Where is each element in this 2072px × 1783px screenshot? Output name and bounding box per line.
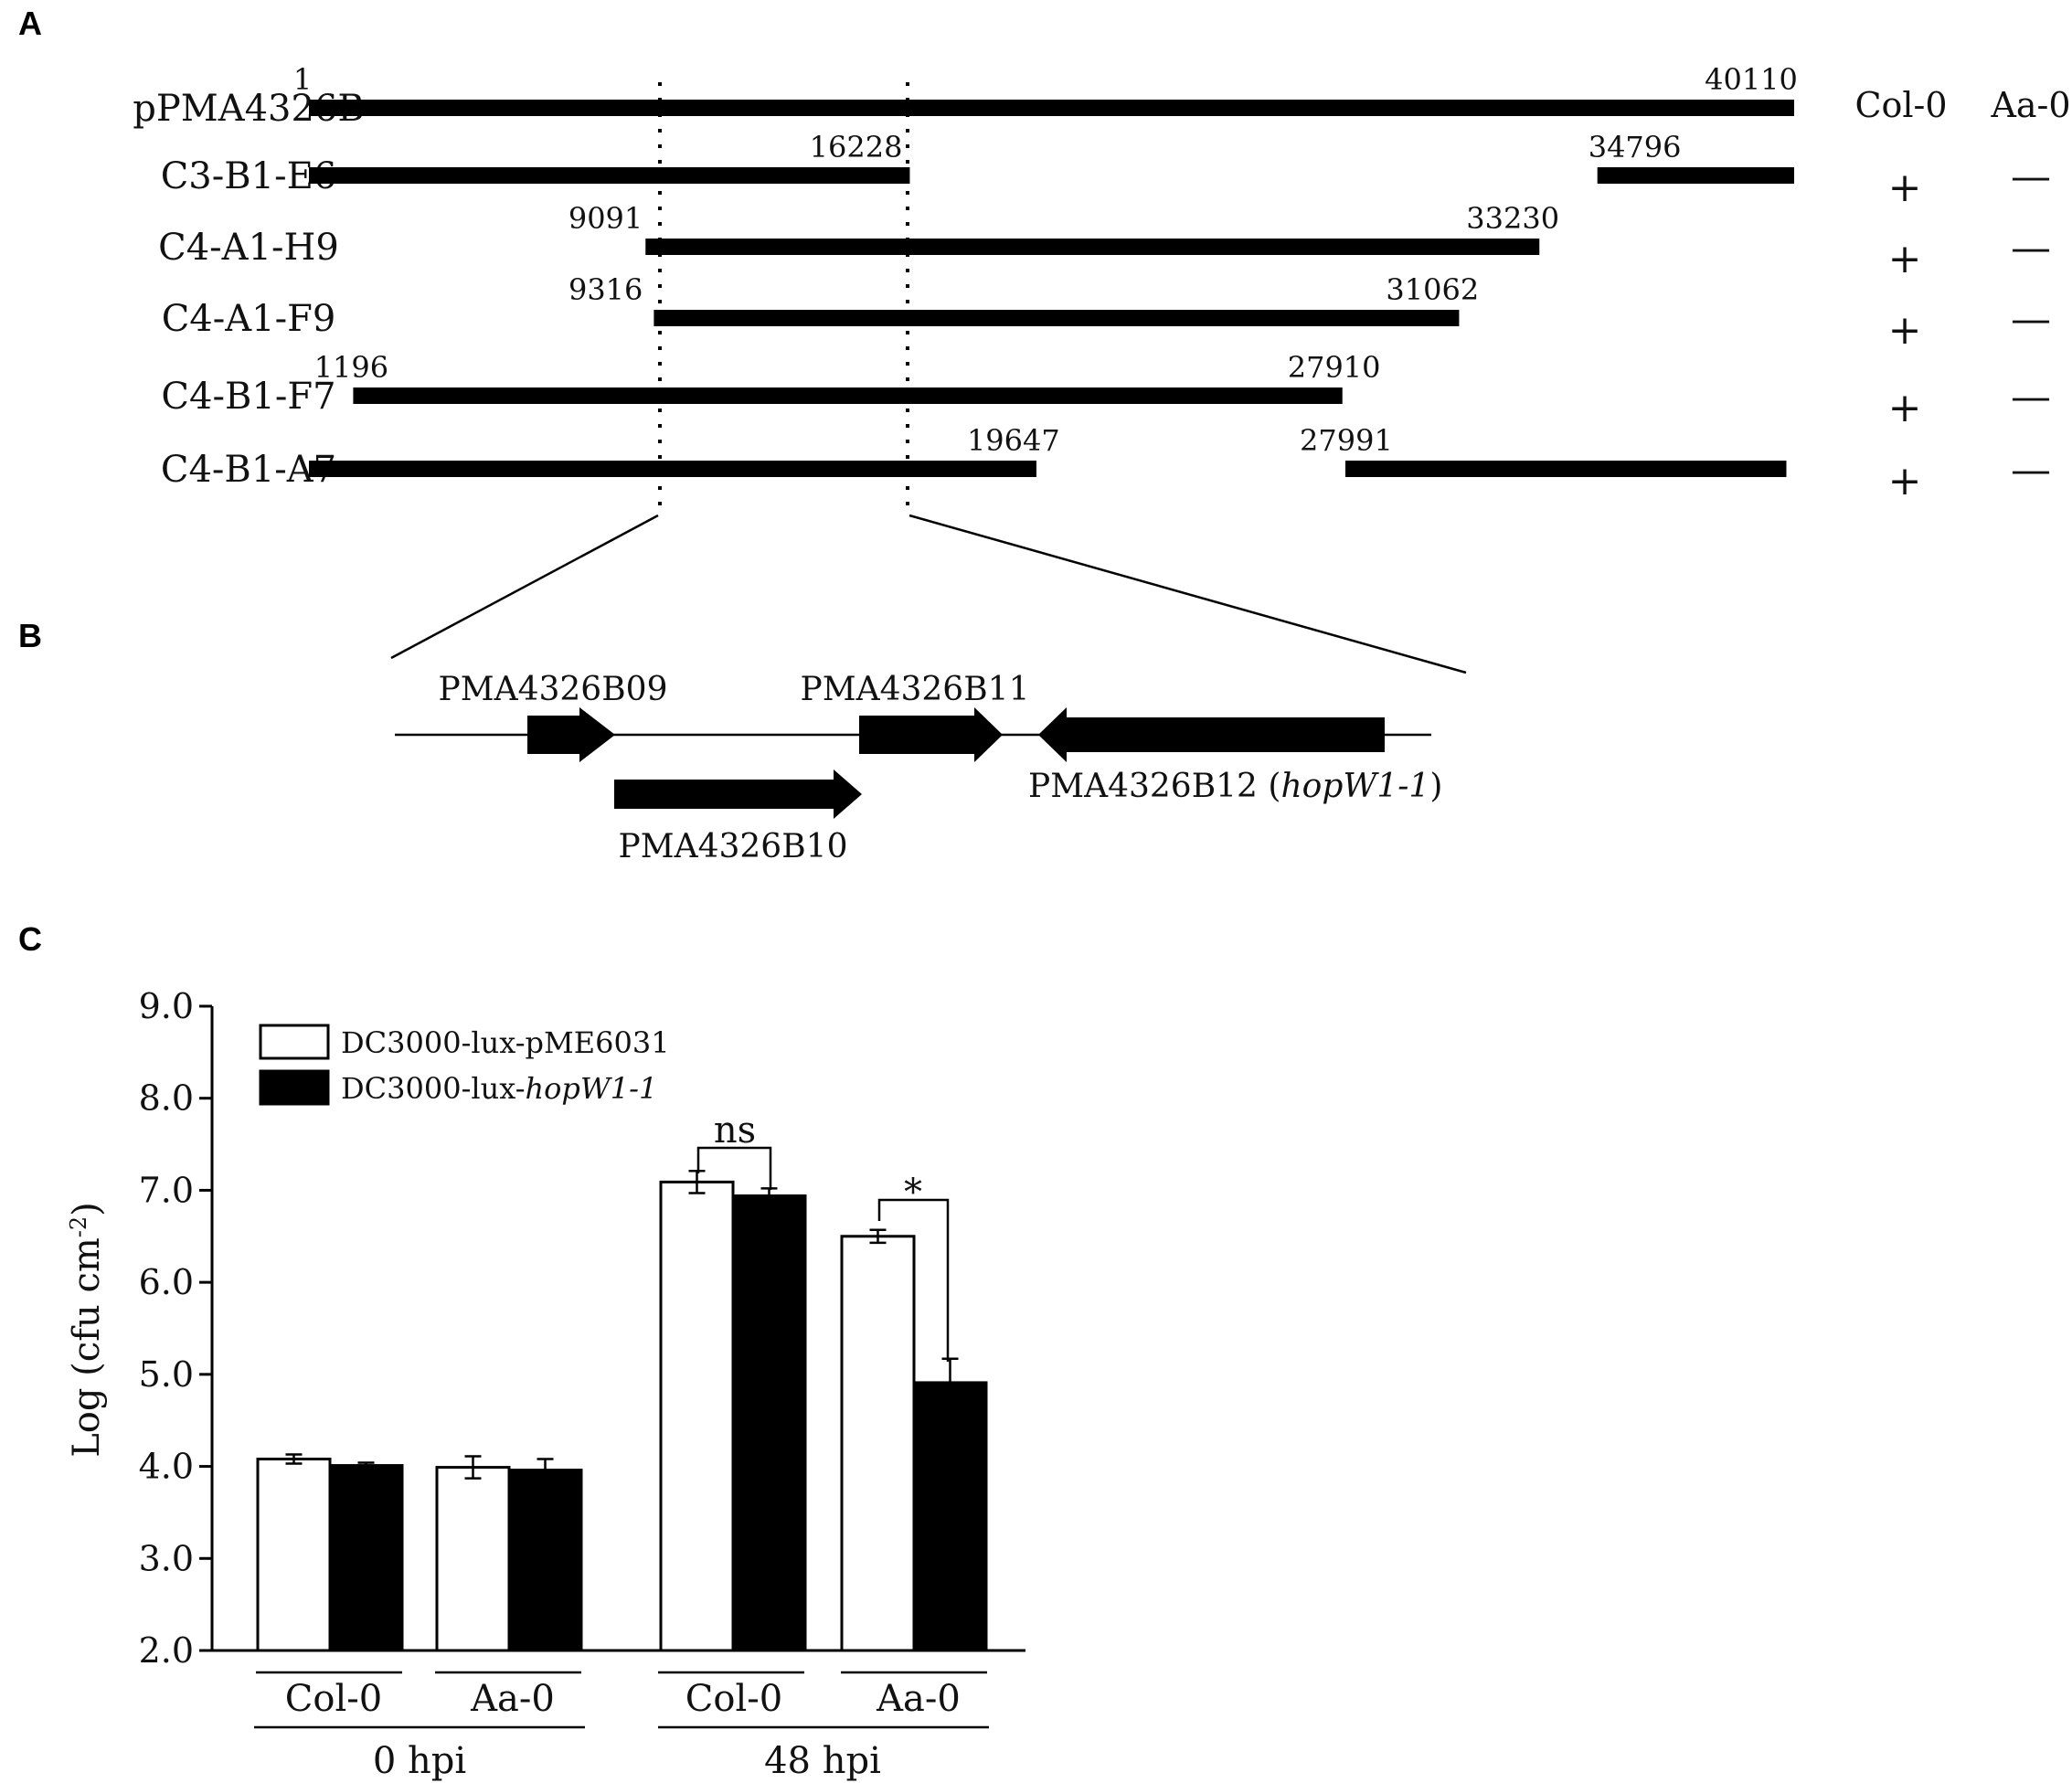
gene-label-b11: PMA4326B11 [801,671,1030,708]
gene-arrow-b09 [527,707,615,762]
clone-name: C3-B1-E6 [161,155,337,197]
x-cat-0hpi-aa0: Aa-0 [470,1678,555,1720]
result-aa0: — [2011,374,2051,420]
col-header-col0: Col-0 [1854,85,1947,125]
bar [731,1194,807,1652]
y-axis-label-sup: -2 [66,1216,91,1237]
gene-label-b12-prefix: PMA4326B12 ( [1028,768,1280,805]
y-axis-label: Log (cfu cm-2) [66,1202,108,1458]
gene-label-b12-italic: hopW1-1 [1280,768,1429,805]
result-col0: + [1888,458,1922,504]
gene-label-b12: PMA4326B12 (hopW1-1) [1028,768,1442,805]
coordinate-label: 16228 [810,130,903,165]
bar [507,1469,583,1652]
clone-segment [1345,461,1787,477]
y-tick-label: 8.0 [139,1078,194,1119]
legend-label-pme6031: DC3000-lux-pME6031 [341,1025,670,1060]
sig-label-ns: ns [714,1109,756,1152]
sig-label-star: * [904,1172,922,1214]
panel-label-c: C [18,920,42,958]
sig-bracket-star [877,1198,950,1362]
y-tick-label: 9.0 [139,986,194,1026]
legend-label-hopw1: DC3000-lux-hopW1-1 [341,1071,657,1106]
result-col0: + [1888,236,1922,282]
x-cat-0hpi-col0: Col-0 [285,1678,382,1720]
clone-segment [1597,167,1794,184]
result-aa0: — [2011,447,2051,494]
y-tick-label: 6.0 [139,1262,194,1302]
gene-label-b12-suffix: ) [1429,768,1442,805]
coordinate-label: 1196 [314,350,388,385]
bar [256,1458,332,1652]
coordinate-label: 27910 [1288,350,1381,385]
gene-arrow-b12 [1038,707,1385,762]
y-tick-label: 4.0 [139,1447,194,1487]
coordinate-label: 27991 [1300,423,1393,458]
legend-label-hopw1-prefix: DC3000-lux- [341,1071,526,1106]
panel-label-b: B [18,617,42,654]
x-group-48hpi: 48 hpi [764,1740,881,1782]
coordinate-label: 19647 [967,423,1060,458]
sig-bracket-ns [696,1146,772,1190]
bar [840,1235,916,1652]
clone-segment [353,387,1343,404]
clone-segment [653,310,1460,326]
y-tick-label: 2.0 [139,1630,194,1671]
y-tick-label: 5.0 [139,1354,194,1395]
clone-name: C4-B1-F7 [161,376,335,418]
gene-label-b10: PMA4326B10 [619,828,848,865]
clone-name: C4-B1-A7 [161,449,336,491]
bar [435,1466,511,1652]
coordinate-label: 9316 [568,272,643,307]
gene-arrow-b10 [614,769,862,819]
col-header-aa0: Aa-0 [1990,85,2070,125]
panel-label-a: A [18,5,42,42]
coordinate-label: 9091 [568,201,643,236]
result-col0: + [1888,307,1922,354]
zoom-line-left [390,514,659,660]
gene-arrow-b11 [859,707,1003,762]
legend-swatch-white [259,1024,330,1060]
clone-name: C4-A1-H9 [158,227,339,269]
clone-segment [309,167,910,184]
x-cat-48hpi-aa0: Aa-0 [876,1678,961,1720]
y-axis-label-close: ) [66,1202,108,1216]
result-aa0: — [2011,154,2051,200]
bar-chart: 2.03.04.05.06.07.08.09.0 Log (cfu cm-2) … [66,986,1025,1782]
coordinate-label: 31062 [1386,272,1479,307]
gene-label-b09: PMA4326B09 [439,671,668,708]
bar [659,1180,735,1652]
clone-name: C4-A1-F9 [162,298,336,340]
clone-segment [309,100,1794,116]
y-tick-label: 7.0 [139,1170,194,1210]
clone-segment [309,461,1036,477]
clone-segment [645,239,1540,255]
zoom-line-right [908,514,1467,674]
coordinate-label: 1 [293,62,312,97]
y-axis-label-main: Log (cfu cm [66,1237,108,1458]
coordinate-label: 33230 [1466,201,1559,236]
result-col0: + [1888,165,1922,211]
result-aa0: — [2011,296,2051,343]
legend-swatch-black [259,1069,330,1106]
result-col0: + [1888,385,1922,431]
bar [912,1381,988,1652]
legend-label-hopw1-italic: hopW1-1 [526,1071,658,1106]
gene-map: PMA4326B09 PMA4326B11 PMA4326B10 PMA4326… [395,671,1442,865]
result-aa0: — [2011,225,2051,271]
coordinate-label: 40110 [1705,62,1798,97]
x-cat-48hpi-col0: Col-0 [685,1678,782,1720]
bar [328,1464,404,1652]
y-tick-label: 3.0 [139,1538,194,1578]
coordinate-label: 34796 [1589,130,1682,165]
x-group-0hpi: 0 hpi [373,1740,466,1782]
